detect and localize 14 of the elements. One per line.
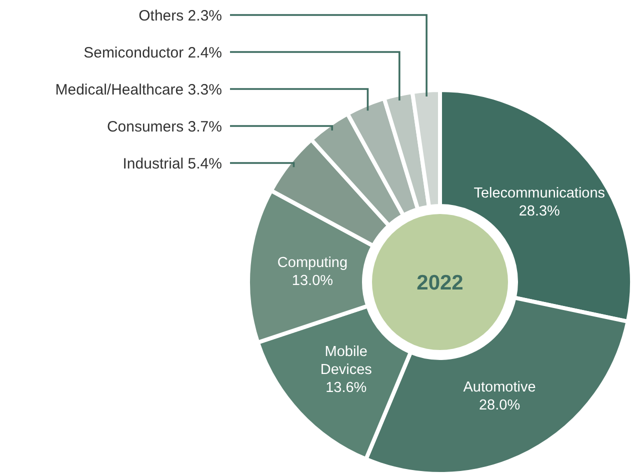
slice-label: Semiconductor 2.4% bbox=[84, 44, 222, 62]
text: 2022 bbox=[416, 271, 464, 294]
data-label: 28.0% bbox=[478, 397, 520, 414]
data-label: 13.6% bbox=[326, 380, 367, 396]
slice-label: Telecommunications bbox=[474, 185, 606, 202]
data-label: 13.0% bbox=[292, 272, 334, 289]
slice-label: Consumers 3.7% bbox=[106, 118, 222, 136]
slice-label: Automotive bbox=[463, 379, 536, 396]
slice-label: Others 2.3% bbox=[138, 7, 222, 24]
slice-label: Mobile Devices bbox=[320, 344, 372, 378]
data-label: 28.3% bbox=[518, 203, 560, 220]
slice-label: Computing bbox=[277, 254, 348, 271]
slice-label: Industrial 5.4% bbox=[122, 155, 222, 172]
slice-label: Medical/Healthcare 3.3% bbox=[55, 81, 222, 98]
